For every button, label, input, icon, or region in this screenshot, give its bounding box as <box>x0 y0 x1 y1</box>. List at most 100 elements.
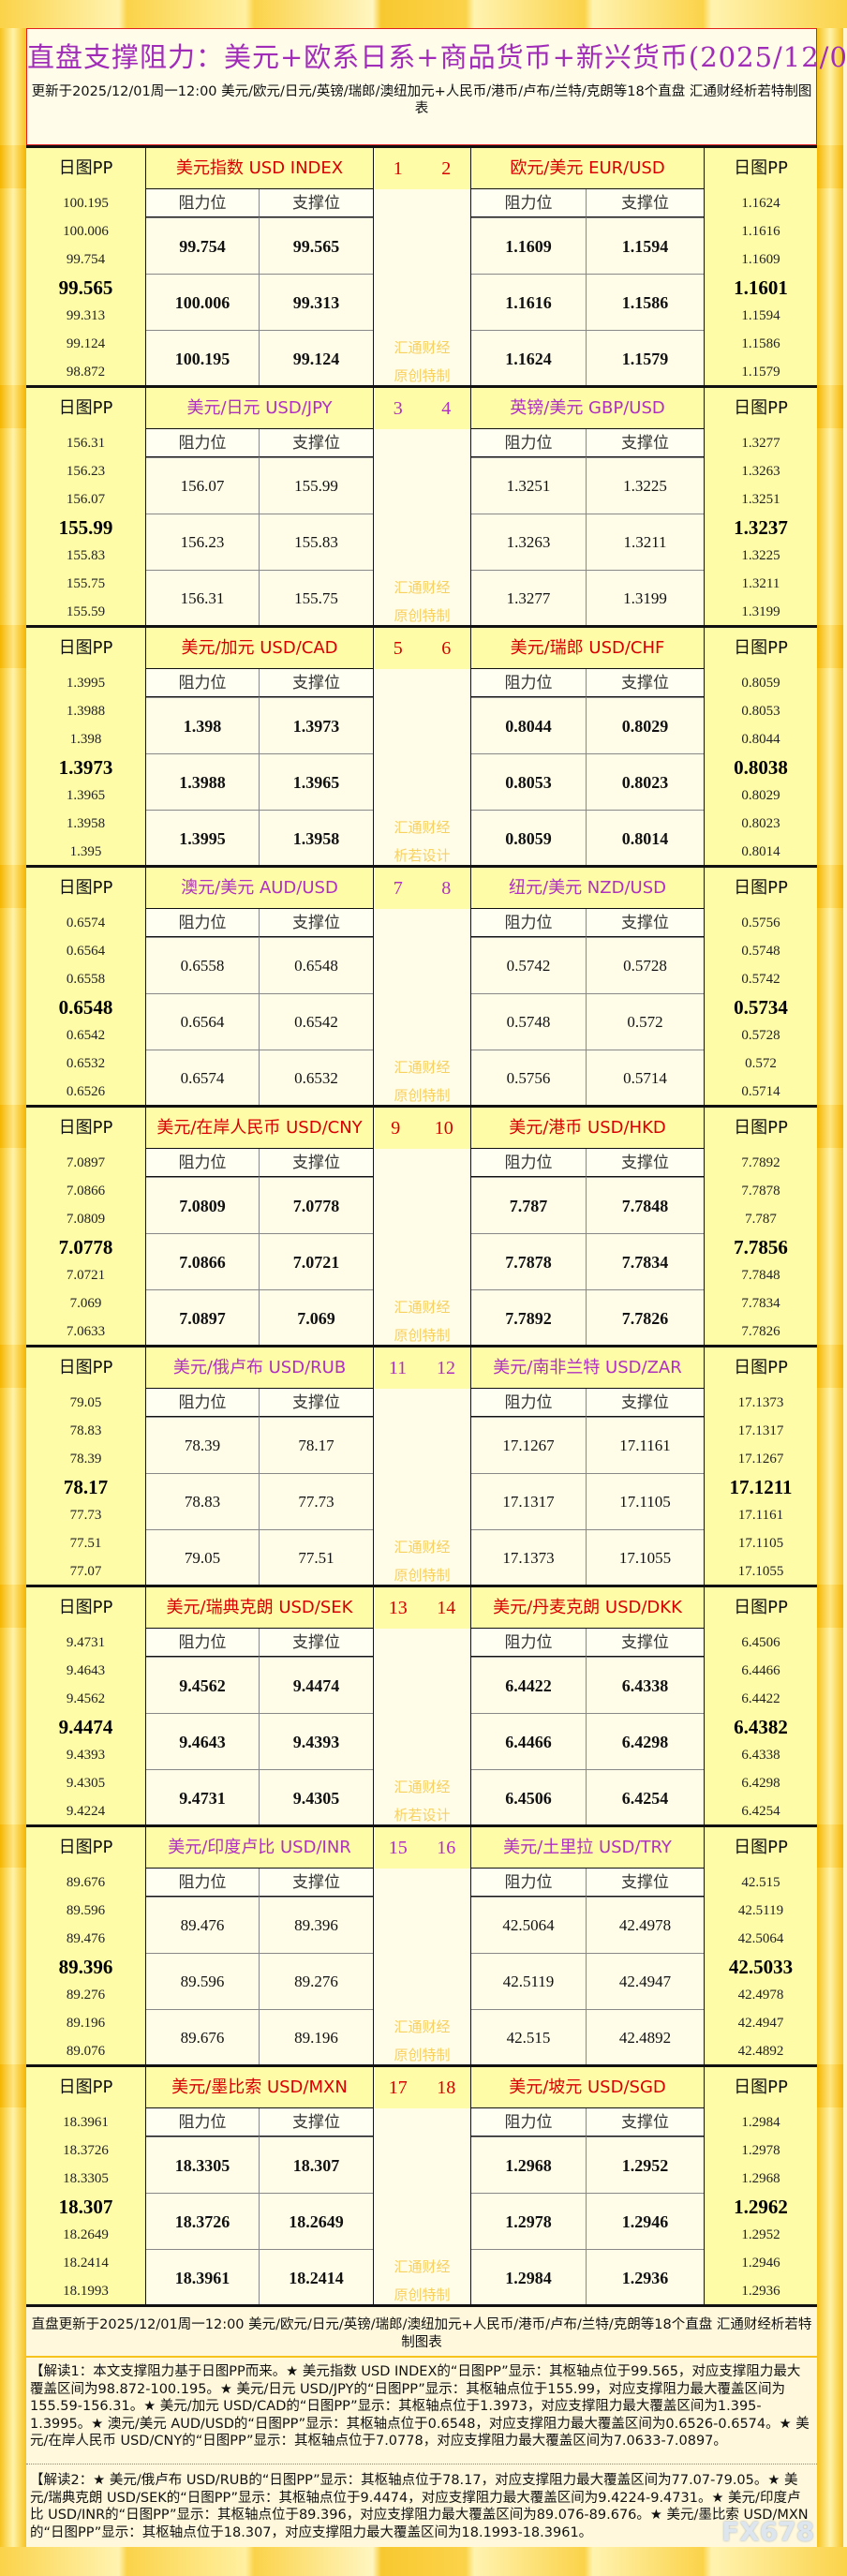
support-header: 支撑位 <box>587 1149 704 1177</box>
resistance-level: 17.1317 <box>471 1473 587 1529</box>
pivot-value: 1.3237 <box>734 516 788 539</box>
support-level: 1.2936 <box>587 2249 704 2305</box>
resistance-level: 89.676 <box>146 2009 260 2065</box>
pair-numbers: 17 18 <box>374 2067 470 2108</box>
pp-level: 0.572 <box>745 1056 777 1071</box>
footer-note-2: 【解读2：★ 美元/俄卢布 USD/RUB的“日图PP”显示：其枢轴点位于78.… <box>26 2464 817 2547</box>
pp-level: 6.4254 <box>741 1804 780 1819</box>
support-level: 0.8029 <box>587 697 704 753</box>
support-level: 0.5714 <box>587 1050 704 1106</box>
pair-number: 11 <box>388 1357 408 1378</box>
resistance-level: 1.2968 <box>471 2137 587 2193</box>
pp-level: 1.2968 <box>741 2171 780 2186</box>
daily-pp-column-left: 日图PP 7.0897 7.0866 7.0809 7.0778 7.0721 7.069 7… <box>26 1108 146 1346</box>
left-border <box>0 28 26 2547</box>
header-tab-marker <box>0 2064 26 2107</box>
resistance-level: 156.23 <box>146 514 260 570</box>
header-tab-marker <box>0 1585 26 1628</box>
daily-pp-header: 日图PP <box>58 1598 113 1617</box>
pp-level: 89.596 <box>66 1903 106 1918</box>
pp-level: 1.3263 <box>741 464 780 479</box>
resistance-level: 1.2984 <box>471 2249 587 2305</box>
pp-level: 0.6532 <box>66 1056 106 1071</box>
resistance-level: 7.7878 <box>471 1233 587 1289</box>
support-level: 6.4338 <box>587 1657 704 1713</box>
daily-pp-header: 日图PP <box>734 2077 788 2097</box>
pp-level: 1.1616 <box>741 224 780 239</box>
support-level: 155.99 <box>260 457 373 514</box>
pp-level: 1.3958 <box>66 816 106 831</box>
support-header: 支撑位 <box>260 1869 373 1897</box>
watermark-text: 汇通财经 <box>394 1539 451 1556</box>
daily-pp-column-left: 日图PP 89.676 89.596 89.476 89.396 89.276 89.196… <box>26 1827 146 2065</box>
pp-level: 6.4466 <box>741 1663 780 1678</box>
pp-level: 7.7892 <box>741 1155 780 1170</box>
support-level: 0.572 <box>587 993 704 1050</box>
support-level: 0.6548 <box>260 937 373 993</box>
support-level: 1.3965 <box>260 753 373 810</box>
daily-pp-column-left: 日图PP 18.3961 18.3726 18.3305 18.307 18.2649 18… <box>26 2067 146 2305</box>
pp-level: 0.5748 <box>741 944 780 959</box>
pp-level: 0.8014 <box>741 844 780 859</box>
daily-pp-header: 日图PP <box>734 398 788 418</box>
resistance-level: 1.2978 <box>471 2193 587 2249</box>
support-level: 89.276 <box>260 1953 373 2009</box>
pair-number-column: 17 18 汇通财经 原创特制 <box>373 2067 471 2305</box>
support-header: 支撑位 <box>587 1389 704 1417</box>
pair-title-left: 美元指数 USD INDEX <box>146 148 373 189</box>
pp-level: 42.5064 <box>737 1931 784 1946</box>
pivot-value: 0.6548 <box>58 996 113 1019</box>
pp-level: 89.276 <box>66 1988 106 2003</box>
resistance-level: 1.3995 <box>146 810 260 866</box>
pp-level: 42.4978 <box>737 1988 784 2003</box>
support-header: 支撑位 <box>260 909 373 937</box>
pair-numbers: 11 12 <box>374 1348 470 1389</box>
support-header: 支撑位 <box>260 669 373 697</box>
support-level: 0.8014 <box>587 810 704 866</box>
pair-number-column: 3 4 汇通财经 原创特制 <box>373 388 471 626</box>
footer-note-1: 【解读1：本文支撑阻力基于日图PP而来。★ 美元指数 USD INDEX的“日图… <box>26 2358 817 2464</box>
pivot-value: 89.396 <box>58 1956 113 1978</box>
pp-level: 0.6542 <box>66 1028 106 1043</box>
header-tab-marker <box>0 1105 26 1148</box>
support-level: 1.3211 <box>587 514 704 570</box>
resistance-header: 阻力位 <box>471 1629 587 1657</box>
pair-number: 6 <box>441 637 452 659</box>
pp-level: 0.5756 <box>741 916 780 931</box>
pp-level: 100.006 <box>63 224 109 239</box>
pp-level: 78.39 <box>69 1452 102 1467</box>
daily-pp-column-left: 日图PP 1.3995 1.3988 1.398 1.3973 1.3965 1.3958 1… <box>26 628 146 866</box>
resistance-header: 阻力位 <box>146 429 260 457</box>
pair-title-right: 英镑/美元 GBP/USD <box>471 388 704 429</box>
support-level: 78.17 <box>260 1417 373 1473</box>
pp-level: 7.787 <box>745 1212 777 1227</box>
pp-level: 77.07 <box>69 1564 102 1579</box>
resistance-level: 18.3305 <box>146 2137 260 2193</box>
resistance-level: 17.1373 <box>471 1529 587 1586</box>
support-header: 支撑位 <box>260 2108 373 2137</box>
support-level: 7.7826 <box>587 1289 704 1346</box>
pp-level: 1.1586 <box>741 336 780 351</box>
header-tab-marker <box>817 2064 843 2107</box>
pair-title-left: 美元/日元 USD/JPY <box>146 388 373 429</box>
pair-number: 16 <box>437 1837 456 1858</box>
pivot-value: 1.3973 <box>58 756 113 779</box>
pp-level: 156.07 <box>66 492 106 507</box>
resistance-level: 1.398 <box>146 697 260 753</box>
support-header: 支撑位 <box>587 189 704 217</box>
pp-level: 18.3305 <box>63 2171 109 2186</box>
support-level: 1.3199 <box>587 570 704 626</box>
resistance-header: 阻力位 <box>471 909 587 937</box>
pivot-value: 7.7856 <box>734 1236 788 1258</box>
pp-level: 1.1579 <box>741 365 780 380</box>
resistance-level: 1.3263 <box>471 514 587 570</box>
pp-level: 17.1267 <box>737 1452 784 1467</box>
resistance-level: 1.3277 <box>471 570 587 626</box>
daily-pp-column-right: 日图PP 17.1373 17.1317 17.1267 17.1211 17.1161 1… <box>704 1348 817 1586</box>
support-level: 1.3973 <box>260 697 373 753</box>
pair-block: 日图PP 18.3961 18.3726 18.3305 18.307 18.2649 18… <box>26 2064 817 2305</box>
pp-level: 17.1105 <box>737 1536 784 1551</box>
pivot-value: 7.0778 <box>58 1236 113 1258</box>
pp-level: 77.51 <box>69 1536 102 1551</box>
pp-level: 1.2952 <box>741 2227 780 2242</box>
